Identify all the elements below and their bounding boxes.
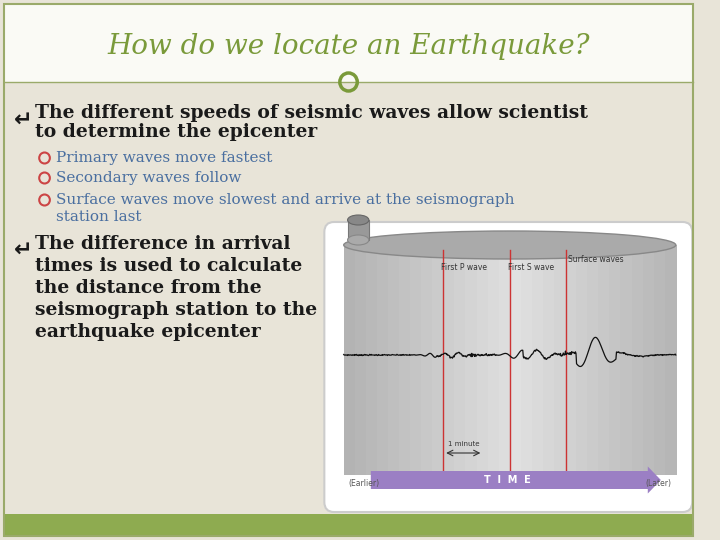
FancyBboxPatch shape — [576, 245, 588, 475]
FancyBboxPatch shape — [399, 245, 411, 475]
Ellipse shape — [348, 215, 369, 225]
FancyBboxPatch shape — [355, 245, 366, 475]
Text: to determine the epicenter: to determine the epicenter — [35, 123, 317, 141]
FancyBboxPatch shape — [642, 245, 654, 475]
Text: ↵: ↵ — [14, 240, 32, 260]
Text: The different speeds of seismic waves allow scientist: The different speeds of seismic waves al… — [35, 104, 588, 122]
FancyBboxPatch shape — [465, 245, 477, 475]
FancyBboxPatch shape — [631, 245, 644, 475]
Text: Secondary waves follow: Secondary waves follow — [56, 171, 241, 185]
Text: (Later): (Later) — [645, 479, 671, 488]
FancyBboxPatch shape — [421, 245, 433, 475]
Text: times is used to calculate: times is used to calculate — [35, 257, 302, 275]
FancyBboxPatch shape — [665, 245, 677, 475]
FancyBboxPatch shape — [377, 245, 389, 475]
FancyBboxPatch shape — [371, 467, 661, 494]
Text: station last: station last — [56, 210, 142, 224]
FancyBboxPatch shape — [565, 245, 577, 475]
Ellipse shape — [348, 235, 369, 245]
Ellipse shape — [343, 231, 676, 259]
FancyBboxPatch shape — [499, 245, 510, 475]
FancyBboxPatch shape — [388, 245, 400, 475]
FancyBboxPatch shape — [609, 245, 621, 475]
Text: Surface waves: Surface waves — [568, 255, 624, 264]
FancyBboxPatch shape — [348, 220, 369, 240]
FancyBboxPatch shape — [487, 245, 500, 475]
Text: First S wave: First S wave — [508, 263, 554, 272]
FancyBboxPatch shape — [4, 4, 693, 84]
Text: Primary waves move fastest: Primary waves move fastest — [56, 151, 273, 165]
Text: seismograph station to the: seismograph station to the — [35, 301, 317, 319]
FancyBboxPatch shape — [410, 245, 422, 475]
FancyBboxPatch shape — [598, 245, 611, 475]
FancyBboxPatch shape — [444, 245, 455, 475]
FancyBboxPatch shape — [324, 222, 692, 512]
Text: The difference in arrival: The difference in arrival — [35, 235, 290, 253]
Text: earthquake epicenter: earthquake epicenter — [35, 323, 261, 341]
FancyBboxPatch shape — [454, 245, 467, 475]
FancyBboxPatch shape — [532, 245, 544, 475]
FancyBboxPatch shape — [521, 245, 533, 475]
FancyBboxPatch shape — [554, 245, 566, 475]
FancyBboxPatch shape — [588, 245, 599, 475]
FancyBboxPatch shape — [477, 245, 489, 475]
Text: 1 minute: 1 minute — [448, 441, 479, 447]
FancyBboxPatch shape — [432, 245, 444, 475]
FancyBboxPatch shape — [621, 245, 632, 475]
FancyBboxPatch shape — [343, 245, 356, 475]
Text: the distance from the: the distance from the — [35, 279, 261, 297]
Text: How do we locate an Earthquake?: How do we locate an Earthquake? — [107, 32, 590, 59]
Text: Surface waves move slowest and arrive at the seismograph: Surface waves move slowest and arrive at… — [56, 193, 515, 207]
Text: First P wave: First P wave — [441, 263, 487, 272]
FancyBboxPatch shape — [366, 245, 378, 475]
FancyBboxPatch shape — [543, 245, 555, 475]
FancyBboxPatch shape — [654, 245, 666, 475]
FancyBboxPatch shape — [510, 245, 522, 475]
Text: (Earlier): (Earlier) — [348, 479, 379, 488]
FancyBboxPatch shape — [4, 82, 693, 514]
FancyBboxPatch shape — [4, 514, 693, 536]
Text: ↵: ↵ — [14, 110, 32, 130]
Text: T  I  M  E: T I M E — [484, 475, 531, 485]
